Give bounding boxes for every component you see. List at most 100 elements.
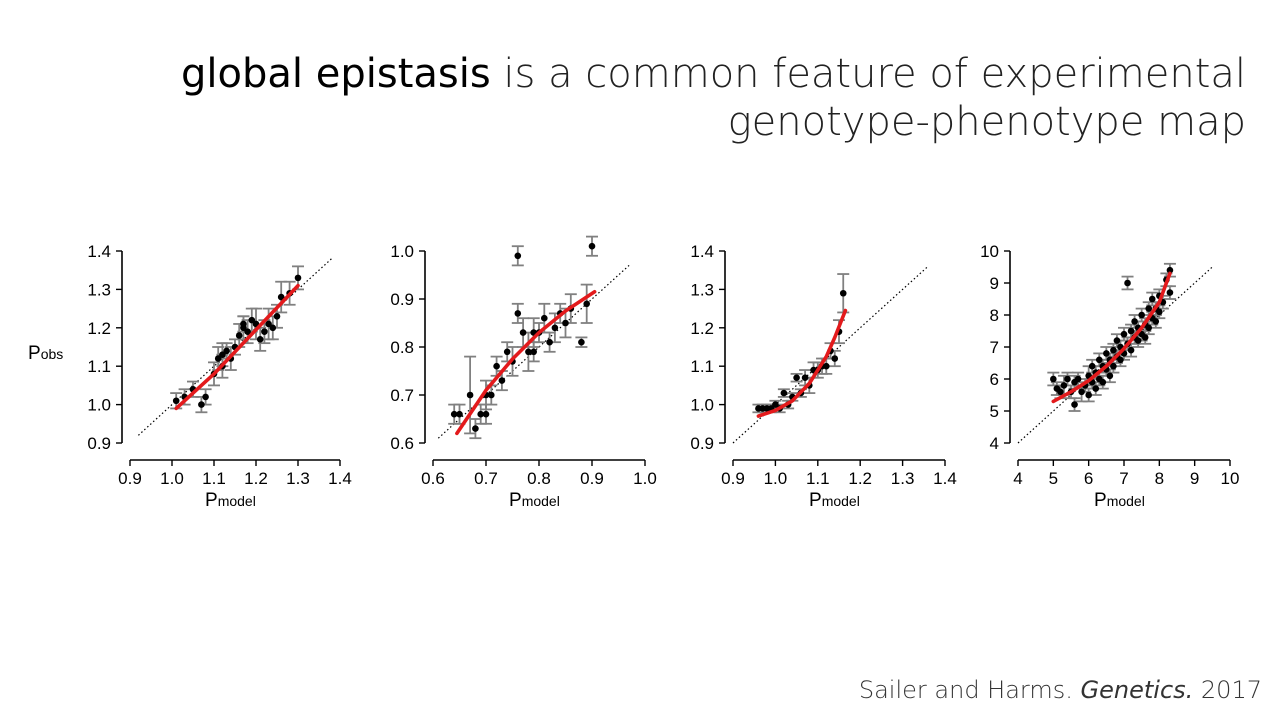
y-tick-label: 0.9 <box>390 290 414 309</box>
data-point <box>265 320 272 328</box>
y-tick-label: 1.0 <box>390 242 414 261</box>
y-tick-label: 1.0 <box>87 396 111 415</box>
data-point <box>1057 388 1064 396</box>
y-tick-label: 1.4 <box>87 242 111 261</box>
data-point <box>1113 337 1121 344</box>
data-point <box>1095 356 1103 364</box>
data-point <box>1110 346 1117 354</box>
y-tick-label: 1.4 <box>690 242 714 261</box>
panel-3: 0.9 1.0 1.1 1.2 1.3 1.4 0.9 1.0 1.1 1.2 1.3 1.4 Pmod… <box>690 242 956 511</box>
x-tick-label: 5 <box>1049 469 1058 488</box>
citation-authors: Sailer and Harms. <box>858 676 1081 704</box>
data-point <box>1127 327 1135 335</box>
x-axis-label-main: P <box>205 490 218 511</box>
y-tick-label: 1.3 <box>87 280 111 299</box>
data-point <box>1124 279 1131 287</box>
x-tick-label: 1.2 <box>848 469 872 488</box>
data-point <box>1148 295 1156 303</box>
data-point <box>1092 385 1100 392</box>
data-point <box>578 338 585 346</box>
panel-4: 4 5 6 7 8 9 10 4 5 6 7 8 9 10 Pmodel <box>980 242 1239 511</box>
y-axis-label-main: P <box>28 343 41 364</box>
data-point <box>793 374 800 382</box>
x-tick-label: 7 <box>1119 469 1128 488</box>
y-tick-label: 4 <box>990 434 999 453</box>
data-point <box>530 348 537 356</box>
data-point <box>1088 362 1096 370</box>
data-point <box>1152 318 1160 325</box>
x-tick-label: 8 <box>1155 469 1164 488</box>
data-point <box>493 362 500 370</box>
x-axis-label-sub: model <box>218 493 256 509</box>
data-point <box>1120 330 1128 338</box>
citation: Sailer and Harms. Genetics. 2017 <box>859 676 1262 704</box>
x-tick-label: 0.6 <box>421 469 445 488</box>
x-axis-label-sub: model <box>1107 493 1145 509</box>
data-point <box>772 401 779 408</box>
data-point <box>269 324 277 332</box>
data-point <box>1074 375 1082 383</box>
x-axis-label-main: P <box>809 490 822 511</box>
data-point <box>198 401 205 408</box>
x-tick-label: 0.9 <box>118 469 142 488</box>
y-tick-label: 1.1 <box>87 357 111 376</box>
data-point <box>822 362 830 370</box>
x-tick-label: 1.1 <box>202 469 226 488</box>
x-tick-label: 6 <box>1084 469 1093 488</box>
data-point <box>219 351 226 358</box>
x-axis-label: Pmodel <box>1094 490 1145 511</box>
data-point <box>1110 362 1117 370</box>
data-point <box>1145 324 1153 332</box>
data-point <box>525 348 532 356</box>
citation-journal: Genetics. <box>1080 676 1194 704</box>
data-point <box>514 310 522 317</box>
data-point <box>172 397 180 405</box>
data-point <box>477 410 485 418</box>
x-tick-label: 10 <box>1221 469 1240 488</box>
y-axis-label: Pobs <box>28 343 63 364</box>
data-point <box>256 336 264 343</box>
fit-curve <box>174 283 300 411</box>
x-tick-label: 0.7 <box>474 469 498 488</box>
x-axis-label-sub: model <box>522 493 560 509</box>
data-point <box>1085 391 1092 399</box>
data-point <box>541 314 548 322</box>
data-point <box>831 355 839 362</box>
x-tick-label: 4 <box>1013 469 1022 488</box>
data-point <box>1127 346 1135 354</box>
data-point <box>588 242 596 250</box>
data-point <box>240 320 247 328</box>
y-axis-label-sub: obs <box>41 346 64 362</box>
data-point <box>551 324 559 332</box>
x-tick-label: 1.0 <box>633 469 657 488</box>
data-point <box>294 274 302 282</box>
x-axis-label: Pmodel <box>809 490 860 511</box>
data-point <box>223 347 230 355</box>
data-point <box>1166 289 1174 296</box>
y-tick-label: 0.9 <box>690 434 714 453</box>
y-tick-label: 5 <box>990 402 999 421</box>
data-point <box>214 355 222 362</box>
data-point <box>1103 350 1110 357</box>
y-tick-label: 1.0 <box>690 396 714 415</box>
fit-curve <box>1051 271 1172 404</box>
y-tick-label: 0.7 <box>390 386 414 405</box>
data-point <box>472 425 479 432</box>
data-point <box>202 393 209 401</box>
data-point <box>1060 382 1068 389</box>
panel-1: 0.9 1.0 1.1 1.2 1.3 1.4 0.9 1.0 1.1 1.2 1.3 1.4 Pmod… <box>28 242 352 511</box>
title-line1-rest: is a common feature of experimental <box>490 51 1246 97</box>
data-point <box>1078 388 1085 396</box>
x-tick-label: 9 <box>1190 469 1199 488</box>
data-point <box>498 377 506 384</box>
x-tick-label: 1.1 <box>806 469 830 488</box>
x-axis-label-main: P <box>1094 490 1107 511</box>
x-tick-label: 1.3 <box>286 469 310 488</box>
data-point <box>514 252 522 260</box>
panel-2: 0.6 0.7 0.8 0.9 1.0 0.6 0.7 0.8 0.9 1.0 Pmodel <box>390 235 657 511</box>
data-point <box>1099 378 1107 386</box>
x-tick-label: 1.0 <box>160 469 184 488</box>
citation-year: 2017 <box>1193 676 1262 704</box>
title-line2: genotype-phenotype map <box>727 99 1246 145</box>
